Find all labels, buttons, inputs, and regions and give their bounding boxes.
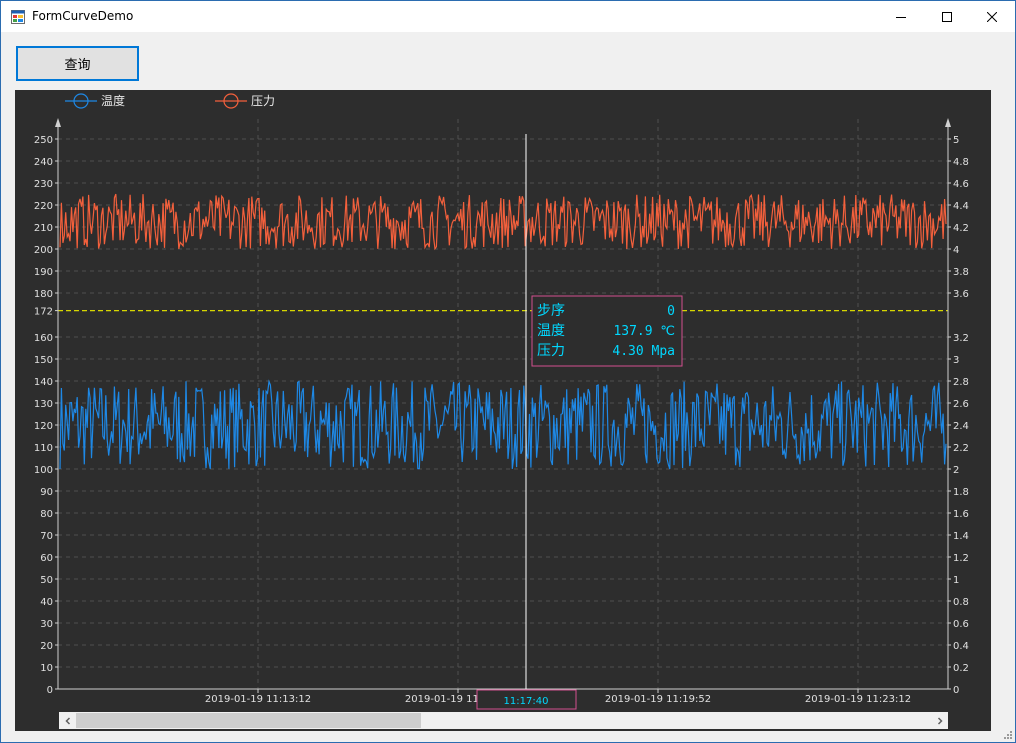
right-tick-label: 4.4 <box>953 201 969 212</box>
tooltip-row-label: 压力 <box>537 343 565 359</box>
right-tick-label: 4.8 <box>953 157 969 168</box>
chart-canvas[interactable]: 0102030405060708090100110120130140150160… <box>15 90 991 731</box>
right-tick-label: 3.6 <box>953 289 969 300</box>
left-tick-label: 140 <box>34 377 53 388</box>
chevron-right-icon <box>937 716 943 725</box>
left-tick-label: 0 <box>47 685 53 696</box>
right-axis-arrow-icon <box>945 118 951 127</box>
pressure-series-line <box>59 193 947 251</box>
legend-circle-icon <box>223 93 239 109</box>
legend-entry-label: 温度 <box>101 93 125 108</box>
right-tick-label: 3.2 <box>953 333 969 344</box>
window-title: FormCurveDemo <box>32 9 134 23</box>
tooltip-row-label: 温度 <box>537 323 565 339</box>
right-tick-label: 4.2 <box>953 223 969 234</box>
left-tick-label: 190 <box>34 267 53 278</box>
left-tick-label: 250 <box>34 135 53 146</box>
right-tick-label: 4.6 <box>953 179 969 190</box>
right-tick-label: 3.8 <box>953 267 969 278</box>
legend-circle-icon <box>73 93 89 109</box>
right-tick-label: 2.4 <box>953 421 969 432</box>
maximize-button[interactable] <box>924 1 970 32</box>
left-tick-label: 70 <box>40 531 53 542</box>
left-tick-label: 90 <box>40 487 53 498</box>
left-tick-label: 80 <box>40 509 53 520</box>
x-tick-label: 2019-01-19 11:23:12 <box>805 694 911 705</box>
chevron-left-icon <box>64 716 70 725</box>
right-tick-label: 0.6 <box>953 619 969 630</box>
right-tick-label: 0.2 <box>953 663 969 674</box>
cursor-time-label: 11:17:40 <box>504 696 549 707</box>
x-tick-label: 2019-01-19 11:16:32 <box>405 694 511 705</box>
right-tick-label: 2.8 <box>953 377 969 388</box>
left-tick-label: 120 <box>34 421 53 432</box>
left-tick-label: 220 <box>34 201 53 212</box>
title-bar[interactable]: FormCurveDemo <box>1 1 1015 32</box>
right-tick-label: 3 <box>953 355 959 366</box>
left-tick-label: 110 <box>34 443 53 454</box>
left-tick-label: 210 <box>34 223 53 234</box>
right-tick-label: 0.4 <box>953 641 969 652</box>
left-axis-arrow-icon <box>55 118 61 127</box>
left-tick-label: 160 <box>34 333 53 344</box>
right-tick-label: 1.6 <box>953 509 969 520</box>
scroll-right-button[interactable] <box>931 712 948 729</box>
left-tick-label: 180 <box>34 289 53 300</box>
left-tick-label: 230 <box>34 179 53 190</box>
temperature-series-line <box>59 379 947 470</box>
left-tick-label: 30 <box>40 619 53 630</box>
close-button[interactable] <box>969 1 1015 32</box>
minimize-button[interactable] <box>878 1 924 32</box>
scroll-left-button[interactable] <box>59 712 76 729</box>
tooltip-row-value: 4.30 Mpa <box>612 344 675 359</box>
tooltip-row-value: 137.9 ℃ <box>613 324 675 339</box>
right-tick-label: 0 <box>953 685 959 696</box>
left-tick-label: 172 <box>34 307 53 318</box>
left-tick-label: 240 <box>34 157 53 168</box>
x-tick-label: 2019-01-19 11:19:52 <box>605 694 711 705</box>
right-tick-label: 1.2 <box>953 553 969 564</box>
maximize-icon <box>942 11 952 22</box>
app-icon <box>11 10 25 24</box>
right-tick-label: 2.6 <box>953 399 969 410</box>
left-tick-label: 130 <box>34 399 53 410</box>
resize-grip-icon[interactable] <box>1003 730 1013 740</box>
right-tick-label: 4 <box>953 245 959 256</box>
close-icon <box>987 11 997 22</box>
cursor-time-box <box>476 689 577 710</box>
left-tick-label: 100 <box>34 465 53 476</box>
right-tick-label: 2.2 <box>953 443 969 454</box>
left-tick-label: 150 <box>34 355 53 366</box>
left-tick-label: 20 <box>40 641 53 652</box>
right-tick-label: 1.4 <box>953 531 969 542</box>
right-tick-label: 0.8 <box>953 597 969 608</box>
right-tick-label: 1 <box>953 575 959 586</box>
tooltip-box <box>531 295 683 367</box>
right-tick-label: 2 <box>953 465 959 476</box>
legend-entry-label: 压力 <box>251 94 275 108</box>
curve-chart[interactable]: 0 10 20 30 40 50 60 70 80 90 100 110 120 130 140 150 160… <box>15 90 991 731</box>
minimize-icon <box>896 16 906 18</box>
left-tick-label: 10 <box>40 663 53 674</box>
query-button[interactable]: 查询 <box>16 46 139 81</box>
left-tick-label: 50 <box>40 575 53 586</box>
horizontal-scrollbar[interactable] <box>59 712 948 729</box>
right-tick-label: 1.8 <box>953 487 969 498</box>
right-tick-label: 5 <box>953 135 959 146</box>
tooltip-row-value: 0 <box>667 304 675 319</box>
x-tick-label: 2019-01-19 11:13:12 <box>205 694 311 705</box>
left-tick-label: 200 <box>34 245 53 256</box>
left-tick-label: 40 <box>40 597 53 608</box>
left-tick-label: 60 <box>40 553 53 564</box>
tooltip-row-label: 步序 <box>537 303 565 319</box>
scrollbar-thumb[interactable] <box>76 713 421 728</box>
